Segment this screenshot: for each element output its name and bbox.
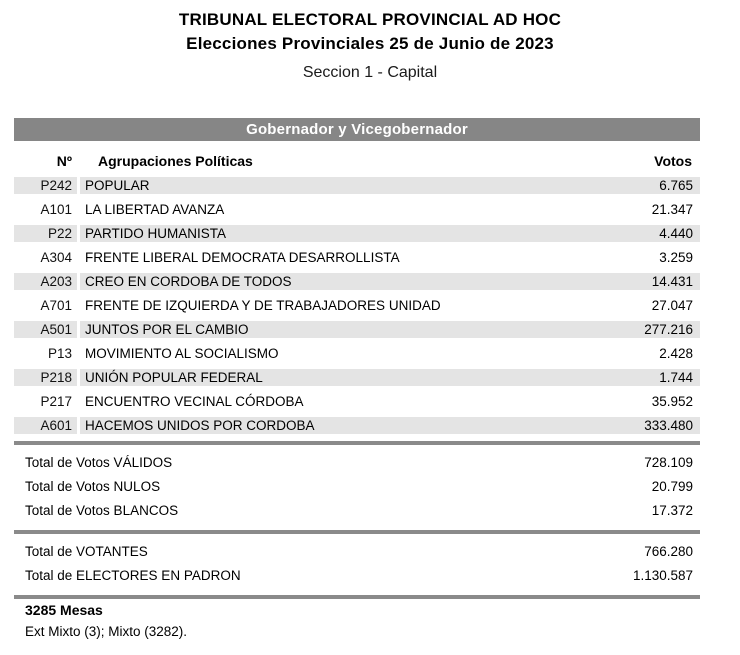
total-value: 766.280 (644, 544, 693, 559)
party-name: LA LIBERTAD AVANZA (85, 202, 225, 217)
total-label: Total de Votos BLANCOS (25, 503, 179, 518)
total-row: Total de Votos BLANCOS 17.372 (14, 499, 700, 523)
party-code: A304 (40, 250, 72, 265)
party-rows: P242 POPULAR 6.765 A101 LA LIBERTAD AVAN… (14, 177, 700, 434)
table-row: A203 CREO EN CORDOBA DE TODOS 14.431 (14, 273, 700, 290)
party-votes: 35.952 (651, 394, 693, 409)
total-label: Total de ELECTORES EN PADRON (25, 568, 241, 583)
party-votes: 2.428 (659, 346, 693, 361)
election-title: Elecciones Provinciales 25 de Junio de 2… (186, 34, 554, 53)
section-title: Seccion 1 - Capital (302, 64, 438, 81)
party-code: P13 (47, 346, 72, 361)
party-name: HACEMOS UNIDOS POR CORDOBA (85, 418, 315, 433)
column-header-votes: Votos (654, 153, 692, 169)
total-row: Total de VOTANTES 766.280 (14, 540, 700, 564)
table-row: P242 POPULAR 6.765 (14, 177, 700, 194)
table-row: P13 MOVIMIENTO AL SOCIALISMO 2.428 (14, 345, 700, 362)
party-name: POPULAR (85, 178, 150, 193)
total-row: Total de ELECTORES EN PADRON 1.130.587 (14, 564, 700, 588)
party-votes: 6.765 (659, 178, 693, 193)
total-value: 728.109 (644, 455, 693, 470)
table-row: A501 JUNTOS POR EL CAMBIO 277.216 (14, 321, 700, 338)
separator-line (14, 530, 700, 534)
party-code: P217 (40, 394, 72, 409)
party-votes: 333.480 (644, 418, 693, 433)
party-code: A101 (40, 202, 72, 217)
party-name: CREO EN CORDOBA DE TODOS (85, 274, 292, 289)
party-votes: 3.259 (659, 250, 693, 265)
party-name: ENCUENTRO VECINAL CÓRDOBA (85, 394, 304, 409)
table-row: A304 FRENTE LIBERAL DEMOCRATA DESARROLLI… (14, 249, 700, 266)
party-votes: 1.744 (659, 370, 693, 385)
separator-line (14, 441, 700, 445)
table-row: P218 UNIÓN POPULAR FEDERAL 1.744 (14, 369, 700, 386)
table-row: A601 HACEMOS UNIDOS POR CORDOBA 333.480 (14, 417, 700, 434)
column-header-number: Nº (56, 153, 72, 169)
party-name: UNIÓN POPULAR FEDERAL (85, 370, 263, 385)
total-label: Total de VOTANTES (25, 544, 148, 559)
tribunal-title: TRIBUNAL ELECTORAL PROVINCIAL AD HOC (178, 10, 562, 29)
party-votes: 4.440 (659, 226, 693, 241)
vote-totals: Total de Votos VÁLIDOS 728.109 Total de … (14, 445, 700, 530)
party-votes: 27.047 (651, 298, 693, 313)
results-table: Gobernador y Vicegobernador Nº Agrupacio… (14, 118, 700, 599)
table-row: P22 PARTIDO HUMANISTA 4.440 (14, 225, 700, 242)
total-value: 1.130.587 (632, 568, 693, 583)
document-footer: 3285 Mesas Ext Mixto (3); Mixto (3282). (25, 600, 187, 642)
party-name: MOVIMIENTO AL SOCIALISMO (85, 346, 279, 361)
total-value: 20.799 (651, 479, 693, 494)
party-name: FRENTE LIBERAL DEMOCRATA DESARROLLISTA (85, 250, 400, 265)
total-value: 17.372 (651, 503, 693, 518)
party-name: JUNTOS POR EL CAMBIO (85, 322, 249, 337)
column-headers: Nº Agrupaciones Políticas Votos (14, 141, 700, 177)
document-header: TRIBUNAL ELECTORAL PROVINCIAL AD HOC Ele… (0, 0, 740, 84)
party-code: P242 (14, 177, 77, 194)
party-name: PARTIDO HUMANISTA (85, 226, 227, 241)
elector-totals: Total de VOTANTES 766.280 Total de ELECT… (14, 534, 700, 595)
party-code: A601 (14, 417, 77, 434)
party-code: P218 (14, 369, 77, 386)
party-votes: 14.431 (651, 274, 693, 289)
category-banner: Gobernador y Vicegobernador (14, 118, 700, 141)
total-label: Total de Votos VÁLIDOS (25, 455, 173, 470)
column-header-party: Agrupaciones Políticas (98, 153, 253, 169)
party-code: A701 (40, 298, 72, 313)
party-code: A501 (14, 321, 77, 338)
mesas-count: 3285 Mesas (25, 602, 103, 618)
table-row: A101 LA LIBERTAD AVANZA 21.347 (14, 201, 700, 218)
table-row: A701 FRENTE DE IZQUIERDA Y DE TRABAJADOR… (14, 297, 700, 314)
party-code: A203 (14, 273, 77, 290)
table-row: P217 ENCUENTRO VECINAL CÓRDOBA 35.952 (14, 393, 700, 410)
party-name: FRENTE DE IZQUIERDA Y DE TRABAJADORES UN… (85, 298, 441, 313)
mesas-detail: Ext Mixto (3); Mixto (3282). (25, 624, 188, 639)
total-row: Total de Votos NULOS 20.799 (14, 475, 700, 499)
separator-line (14, 595, 700, 599)
party-votes: 277.216 (644, 322, 693, 337)
party-votes: 21.347 (651, 202, 693, 217)
total-row: Total de Votos VÁLIDOS 728.109 (14, 451, 700, 475)
party-code: P22 (14, 225, 77, 242)
total-label: Total de Votos NULOS (25, 479, 161, 494)
